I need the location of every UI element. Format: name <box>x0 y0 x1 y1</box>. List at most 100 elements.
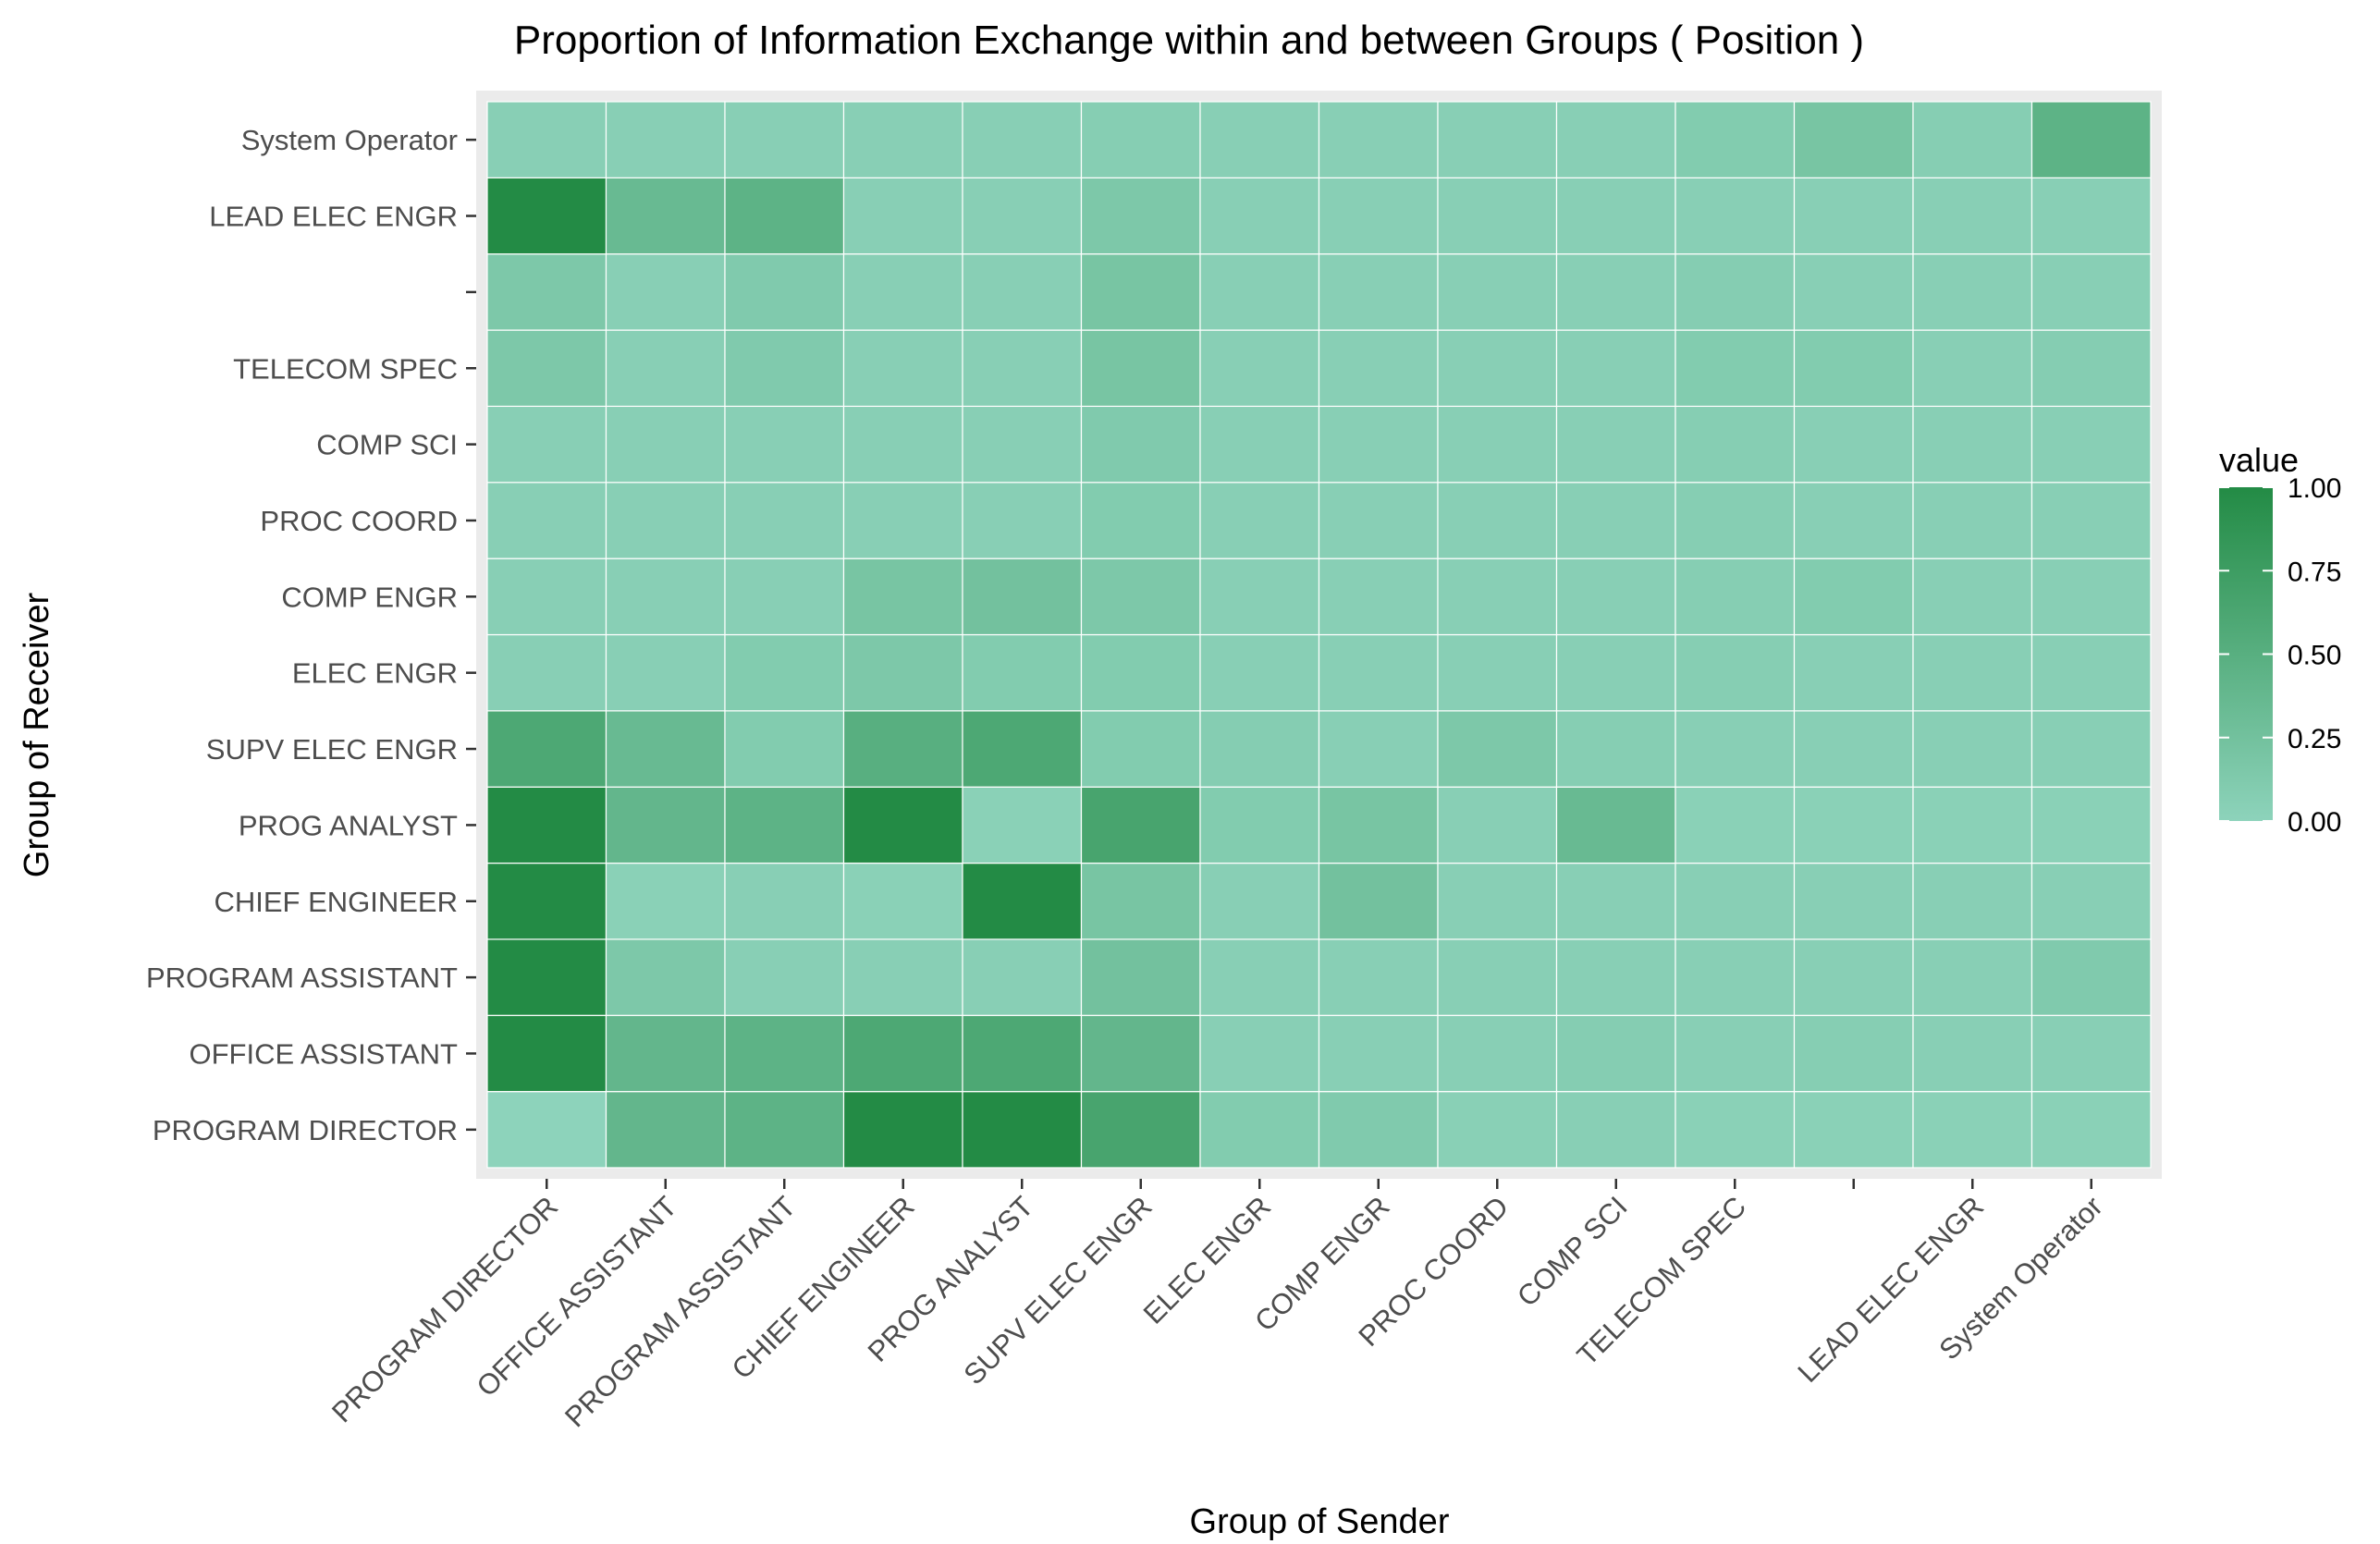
heatmap-cell <box>1080 177 1201 255</box>
heatmap-cell <box>1080 558 1201 636</box>
heatmap-cell <box>1555 329 1676 408</box>
heatmap-cell <box>1199 633 1320 712</box>
heatmap-cell <box>1437 253 1558 331</box>
heatmap-cell <box>842 786 963 864</box>
heatmap-cell <box>1199 101 1320 178</box>
heatmap-cell <box>724 1091 845 1169</box>
heatmap-cell <box>1793 177 1914 255</box>
heatmap-cell <box>486 253 607 331</box>
heatmap-cell <box>605 329 726 408</box>
heatmap-cell <box>1437 101 1558 178</box>
heatmap-cell <box>724 405 845 484</box>
heatmap-cell <box>1199 253 1320 331</box>
y-tick-label: System Operator <box>241 124 458 156</box>
legend: value 0.00 0.25 0.50 0.75 1.00 <box>2219 441 2341 838</box>
heatmap-cell <box>486 101 607 178</box>
heatmap-cell <box>1675 253 1796 331</box>
heatmap-cell <box>1080 862 1201 940</box>
heatmap-cell <box>605 633 726 712</box>
heatmap-cell <box>1199 1091 1320 1169</box>
x-tick-label: OFFICE ASSISTANT <box>471 1190 683 1403</box>
heatmap-cell <box>1437 862 1558 940</box>
heatmap-cell <box>1437 710 1558 788</box>
heatmap-cell <box>2030 177 2152 255</box>
heatmap-cell <box>605 786 726 864</box>
y-tick-label: SUPV ELEC ENGR <box>206 733 458 766</box>
heatmap-cell <box>1318 405 1439 484</box>
legend-title: value <box>2219 441 2299 479</box>
heatmap-cell <box>1912 633 2033 712</box>
heatmap-cell <box>724 710 845 788</box>
heatmap-cell <box>605 938 726 1016</box>
heatmap-cell <box>1675 177 1796 255</box>
heatmap-cell <box>1437 1014 1558 1093</box>
heatmap-cell <box>962 405 1083 484</box>
heatmap-cell <box>1199 1014 1320 1093</box>
heatmap-cell <box>1318 253 1439 331</box>
heatmap-cell <box>1912 938 2033 1016</box>
heatmap-cell <box>605 253 726 331</box>
heatmap-cell <box>1912 1014 2033 1093</box>
heatmap-cell <box>2030 862 2152 940</box>
heatmap-cell <box>1318 558 1439 636</box>
x-tick-label: PROGRAM ASSISTANT <box>558 1190 802 1433</box>
heatmap-cell <box>1555 101 1676 178</box>
heatmap-cell <box>962 938 1083 1016</box>
heatmap-cell <box>724 1014 845 1093</box>
heatmap-cell <box>1080 1091 1201 1169</box>
heatmap-cell <box>1318 1014 1439 1093</box>
heatmap-cell <box>486 710 607 788</box>
heatmap-cells <box>486 101 2152 1169</box>
heatmap-cell <box>605 862 726 940</box>
heatmap-cell <box>1437 329 1558 408</box>
heatmap-cell <box>2030 329 2152 408</box>
heatmap-cell <box>1199 938 1320 1016</box>
heatmap-cell <box>1675 786 1796 864</box>
heatmap-cell <box>1555 177 1676 255</box>
y-tick-label: LEAD ELEC ENGR <box>209 201 458 233</box>
heatmap-cell <box>2030 710 2152 788</box>
heatmap-cell <box>1675 710 1796 788</box>
heatmap-cell <box>486 405 607 484</box>
heatmap-cell <box>1675 101 1796 178</box>
y-tick-label: PROC COORD <box>260 505 458 537</box>
legend-tick-label: 0.50 <box>2288 641 2341 671</box>
heatmap-cell <box>962 253 1083 331</box>
heatmap-cell <box>486 1014 607 1093</box>
heatmap-cell <box>1555 1091 1676 1169</box>
heatmap-cell <box>1318 862 1439 940</box>
heatmap-cell <box>1199 862 1320 940</box>
heatmap-cell <box>1080 101 1201 178</box>
heatmap-cell <box>1555 558 1676 636</box>
heatmap-cell <box>1199 786 1320 864</box>
heatmap-cell <box>1080 710 1201 788</box>
heatmap-cell <box>1675 558 1796 636</box>
heatmap-cell <box>1912 862 2033 940</box>
heatmap-cell <box>1675 482 1796 559</box>
heatmap-cell <box>2030 1014 2152 1093</box>
heatmap-cell <box>1437 177 1558 255</box>
x-axis-title: Group of Sender <box>1190 1502 1450 1541</box>
heatmap-cell <box>1437 633 1558 712</box>
heatmap-cell <box>1912 786 2033 864</box>
heatmap-cell <box>486 633 607 712</box>
heatmap-cell <box>1437 938 1558 1016</box>
heatmap-cell <box>962 177 1083 255</box>
heatmap-cell <box>1080 253 1201 331</box>
heatmap-cell <box>1793 482 1914 559</box>
heatmap-cell <box>1793 1091 1914 1169</box>
heatmap-cell <box>842 101 963 178</box>
heatmap-cell <box>1555 786 1676 864</box>
heatmap-cell <box>486 938 607 1016</box>
heatmap-cell <box>1912 329 2033 408</box>
heatmap-cell <box>1318 633 1439 712</box>
heatmap-cell <box>962 1014 1083 1093</box>
heatmap-cell <box>1080 633 1201 712</box>
heatmap-cell <box>962 482 1083 559</box>
heatmap-cell <box>2030 253 2152 331</box>
heatmap-cell <box>1675 329 1796 408</box>
heatmap-cell <box>1675 633 1796 712</box>
legend-tick-label: 0.75 <box>2288 557 2341 587</box>
y-tick-label: COMP ENGR <box>281 581 458 613</box>
